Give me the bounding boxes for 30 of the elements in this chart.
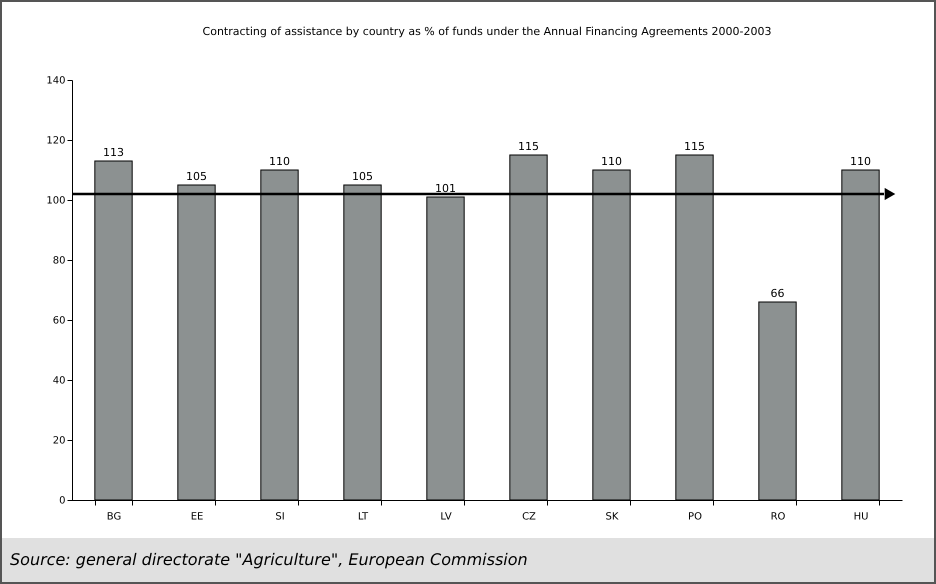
data-label: 66 xyxy=(770,287,784,300)
data-label: 101 xyxy=(435,182,456,195)
x-tick-label: CZ xyxy=(522,512,536,522)
y-tick-label: 80 xyxy=(52,256,66,266)
y-tick-label: 20 xyxy=(52,436,66,446)
x-tick-label: HU xyxy=(854,512,868,522)
x-tick-label: EE xyxy=(190,512,204,522)
y-tick-label: 120 xyxy=(46,136,66,146)
x-tick-label: RO xyxy=(770,512,786,522)
source-note: Source: general directorate "Agriculture", European Commission xyxy=(2,538,934,582)
y-tick-label: 60 xyxy=(52,316,66,326)
x-tick-label: LT xyxy=(358,512,370,522)
data-label: 110 xyxy=(269,155,290,168)
y-tick-label: 140 xyxy=(46,76,66,86)
x-tick-label: LV xyxy=(440,512,452,522)
y-tick-label: 0 xyxy=(59,496,66,506)
data-label: 113 xyxy=(103,146,124,159)
y-tick-label: 40 xyxy=(52,376,66,386)
data-label: 110 xyxy=(601,155,622,168)
chart-title: Contracting of assistance by country as % of funds under the Annual Financing Agreements 2000-2003 xyxy=(202,25,772,38)
y-tick-label: 100 xyxy=(46,196,66,206)
data-label: 115 xyxy=(684,140,705,153)
data-label: 110 xyxy=(850,155,871,168)
x-tick-label: PO xyxy=(688,512,702,522)
data-label: 105 xyxy=(352,170,373,183)
data-label: 115 xyxy=(518,140,539,153)
x-tick-label: BG xyxy=(106,512,122,522)
data-label: 105 xyxy=(186,170,207,183)
x-tick-label: SI xyxy=(275,512,285,522)
x-tick-label: SK xyxy=(606,512,619,522)
